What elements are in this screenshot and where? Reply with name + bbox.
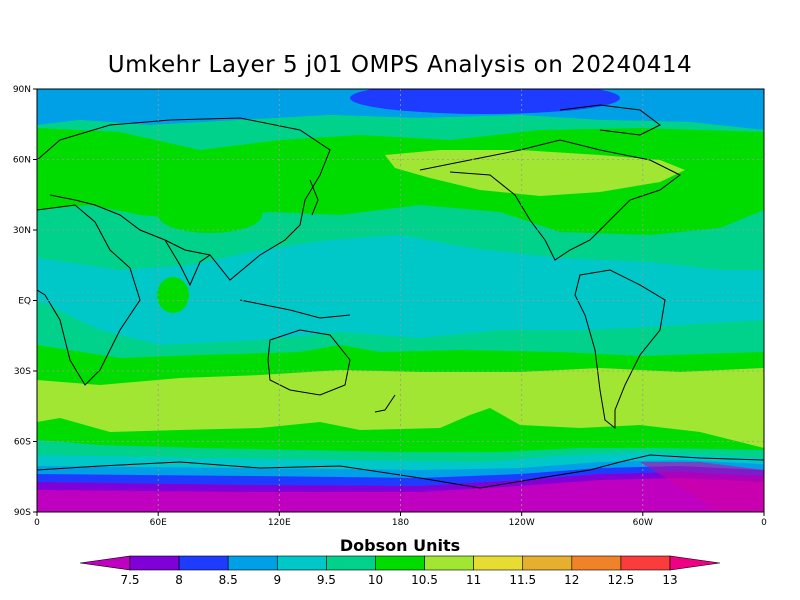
lon-label: 120W — [509, 518, 535, 528]
contour-fill — [37, 89, 764, 512]
map-title: Umkehr Layer 5 j01 OMPS Analysis on 2024… — [107, 52, 693, 78]
colorbar-segment — [473, 555, 524, 571]
coastlines — [37, 104, 764, 489]
colorbar-segment — [276, 555, 327, 571]
colorbar: 7.5 8 8.5 9 9.5 10 10.5 11 11.5 12 12.5 13 — [79, 555, 721, 587]
lat-label: 60N — [13, 156, 31, 166]
lon-label: 60E — [150, 518, 167, 528]
lon-label: 120E — [268, 518, 291, 528]
lat-label: 30S — [14, 367, 31, 377]
colorbar-segment — [326, 555, 376, 571]
lat-label: EQ — [18, 297, 31, 307]
colorbar-label: 12.5 — [608, 573, 635, 587]
colorbar-segment — [227, 555, 278, 571]
colorbar-label: 11.5 — [509, 573, 536, 587]
lat-label: 90N — [13, 85, 31, 95]
colorbar-label: 11 — [466, 573, 481, 587]
colorbar-segment — [522, 555, 573, 571]
colorbar-segment — [129, 555, 180, 571]
colorbar-segment — [178, 555, 229, 571]
lat-label: 90S — [14, 508, 31, 518]
lon-label: 0 — [761, 518, 767, 528]
colorbar-segment — [424, 555, 474, 571]
lon-label: 60W — [633, 518, 653, 528]
lat-label: 60S — [14, 438, 31, 448]
graticule — [37, 89, 764, 512]
lon-label: 180 — [392, 518, 409, 528]
colorbar-title: Dobson Units — [339, 536, 461, 555]
colorbar-label: 9 — [273, 573, 281, 587]
colorbar-label: 10.5 — [411, 573, 438, 587]
colorbar-label: 10 — [368, 573, 383, 587]
colorbar-label: 7.5 — [120, 573, 139, 587]
colorbar-segment — [669, 555, 721, 571]
tick-marks — [33, 88, 765, 516]
colorbar-label: 12 — [564, 573, 579, 587]
colorbar-segment — [571, 555, 622, 571]
colorbar-label: 8 — [175, 573, 183, 587]
lon-label: 0 — [34, 518, 40, 528]
colorbar-segment — [375, 555, 425, 571]
colorbar-label: 13 — [662, 573, 677, 587]
colorbar-segment — [79, 555, 131, 571]
colorbar-segment — [620, 555, 671, 571]
lat-label: 30N — [13, 226, 31, 236]
colorbar-label: 9.5 — [317, 573, 336, 587]
colorbar-label: 8.5 — [219, 573, 238, 587]
